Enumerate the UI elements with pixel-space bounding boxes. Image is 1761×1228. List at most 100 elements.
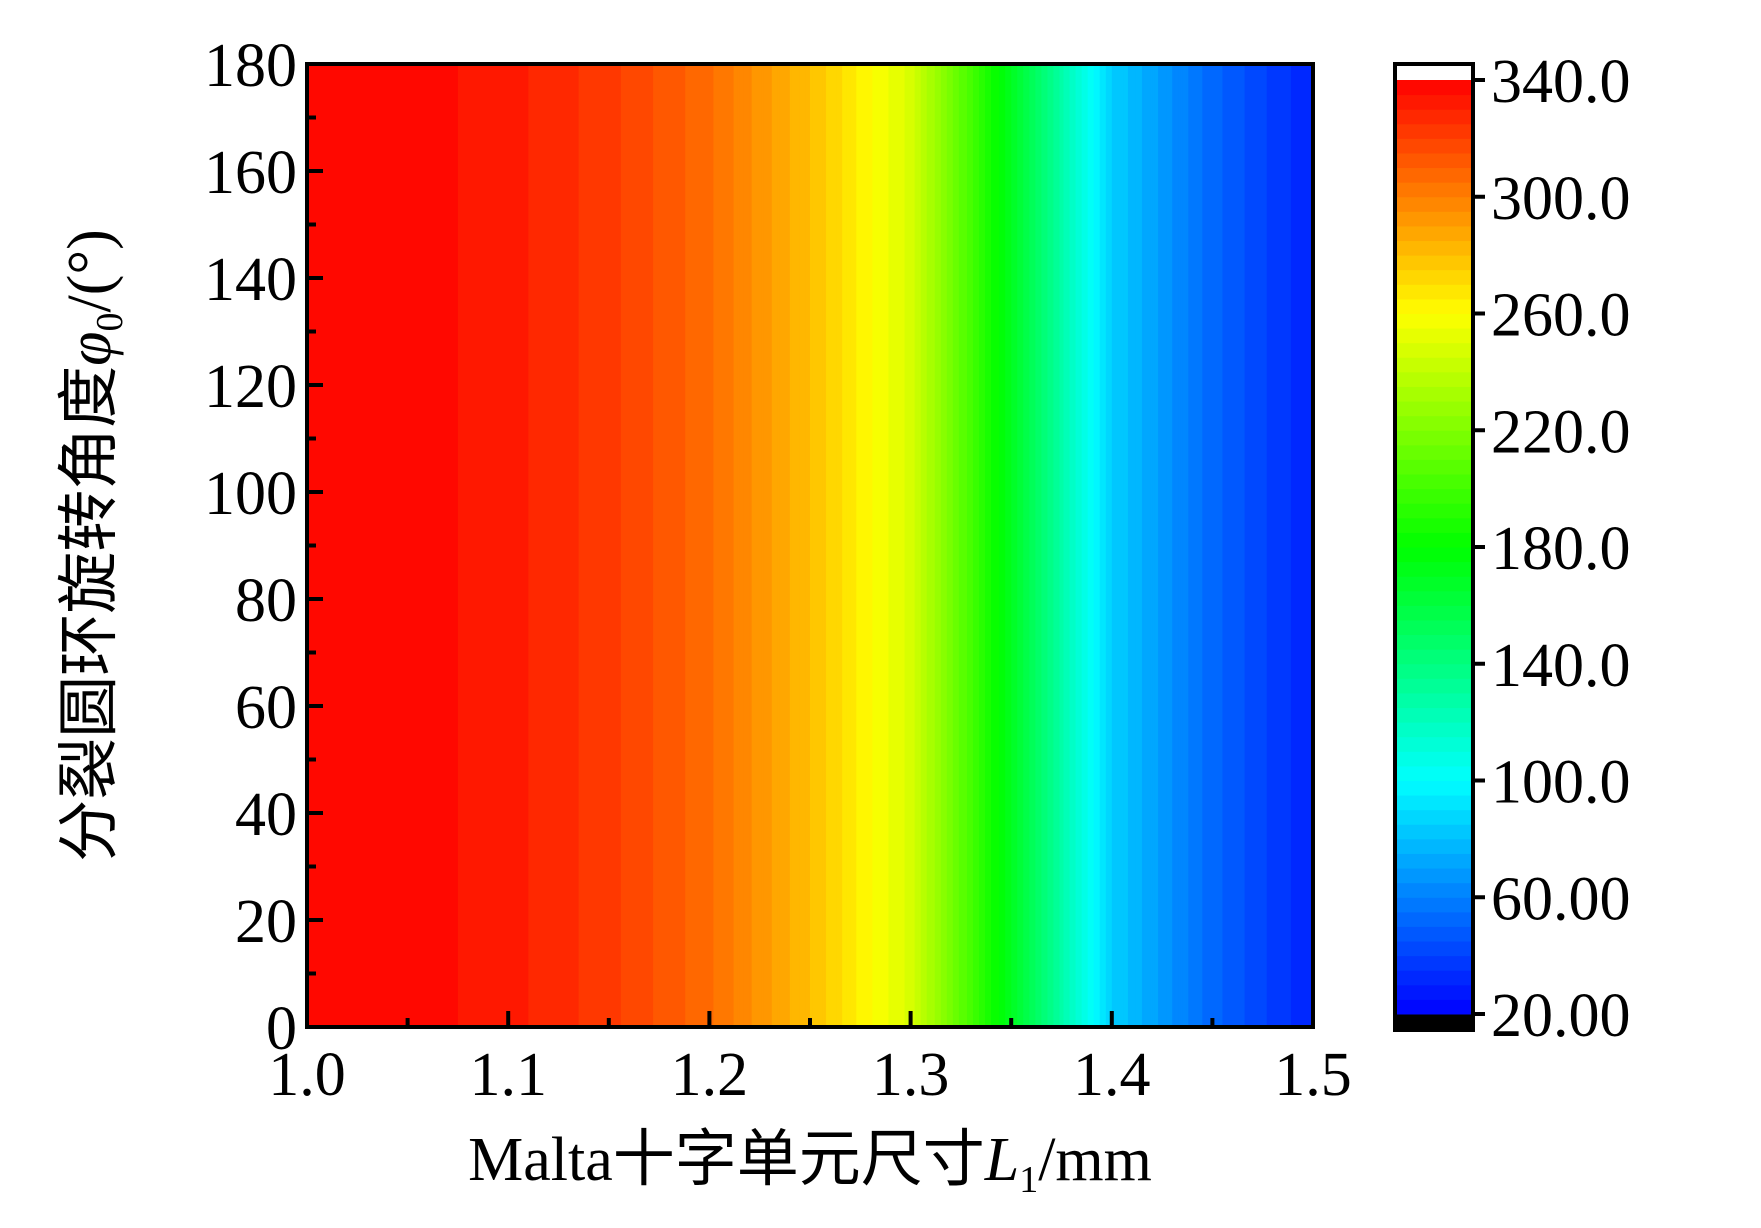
contour-band bbox=[558, 64, 562, 1027]
contour-band bbox=[673, 64, 676, 1027]
x-tick-label: 1.3 bbox=[872, 1041, 950, 1109]
contour-band bbox=[1107, 64, 1111, 1027]
contour-band bbox=[840, 64, 843, 1027]
contour-band bbox=[1075, 64, 1079, 1027]
contour-band bbox=[1017, 64, 1020, 1027]
contour-band bbox=[1172, 64, 1175, 1027]
contour-band bbox=[1077, 64, 1081, 1027]
colorbar-band bbox=[1395, 415, 1473, 431]
contour-band bbox=[1117, 64, 1121, 1027]
contour-band bbox=[608, 64, 612, 1027]
contour-band bbox=[1174, 64, 1177, 1027]
contour-band bbox=[775, 64, 779, 1027]
contour-band bbox=[586, 64, 590, 1027]
colorbar-band bbox=[1395, 182, 1473, 198]
contour-band bbox=[795, 64, 799, 1027]
contour-band bbox=[467, 64, 471, 1027]
contour-band bbox=[345, 64, 348, 1027]
contour-band bbox=[1045, 64, 1049, 1027]
contour-band bbox=[759, 64, 763, 1027]
contour-band bbox=[878, 64, 882, 1027]
contour-band bbox=[848, 64, 851, 1027]
contour-band bbox=[950, 64, 954, 1027]
contour-band bbox=[753, 64, 757, 1027]
y-axis-title-sub: 0 bbox=[89, 312, 131, 331]
contour-band bbox=[995, 64, 998, 1027]
y-axis-title: 分裂圆环旋转角度φ0/(°) bbox=[56, 229, 131, 862]
contour-band bbox=[367, 64, 370, 1027]
contour-band bbox=[717, 64, 721, 1027]
contour-band bbox=[1158, 64, 1161, 1027]
colorbar-band bbox=[1395, 634, 1473, 650]
contour-band bbox=[1270, 64, 1274, 1027]
contour-band bbox=[1013, 64, 1016, 1027]
contour-band bbox=[1200, 64, 1203, 1027]
contour-band bbox=[814, 64, 817, 1027]
contour-band bbox=[482, 64, 485, 1027]
contour-band bbox=[1194, 64, 1197, 1027]
contour-band bbox=[721, 64, 725, 1027]
contour-band bbox=[457, 64, 461, 1027]
colorbar-band bbox=[1395, 94, 1473, 110]
contour-band bbox=[1162, 64, 1165, 1027]
contour-band bbox=[528, 64, 531, 1027]
colorbar-band bbox=[1395, 459, 1473, 475]
contour-band bbox=[661, 64, 664, 1027]
colorbar-band bbox=[1395, 868, 1473, 884]
contour-band bbox=[321, 64, 324, 1027]
contour-band bbox=[1139, 64, 1143, 1027]
contour-band bbox=[1071, 64, 1075, 1027]
contour-band bbox=[604, 64, 608, 1027]
colorbar-band bbox=[1395, 109, 1473, 125]
contour-band bbox=[1288, 64, 1292, 1027]
contour-band bbox=[327, 64, 330, 1027]
contour-band bbox=[371, 64, 374, 1027]
contour-band bbox=[783, 64, 787, 1027]
contour-band bbox=[938, 64, 942, 1027]
contour-band bbox=[610, 64, 614, 1027]
contour-band bbox=[1039, 64, 1042, 1027]
colorbar-band bbox=[1395, 532, 1473, 548]
contour-band bbox=[914, 64, 918, 1027]
contour-band bbox=[1226, 64, 1230, 1027]
contour-band bbox=[1041, 64, 1044, 1027]
contour-band bbox=[659, 64, 662, 1027]
contour-band bbox=[349, 64, 352, 1027]
contour-band bbox=[1246, 64, 1250, 1027]
colorbar-band bbox=[1395, 736, 1473, 752]
contour-band bbox=[916, 64, 920, 1027]
contour-band bbox=[1302, 64, 1306, 1027]
contour-band bbox=[1007, 64, 1010, 1027]
contour-band bbox=[1290, 64, 1294, 1027]
contour-band bbox=[445, 64, 449, 1027]
contour-band bbox=[1047, 64, 1051, 1027]
contour-band bbox=[1212, 64, 1216, 1027]
contour-band bbox=[1103, 64, 1107, 1027]
contour-band bbox=[1306, 64, 1310, 1027]
contour-band bbox=[1170, 64, 1173, 1027]
contour-band bbox=[443, 64, 447, 1027]
contour-band bbox=[868, 64, 871, 1027]
contour-band bbox=[556, 64, 560, 1027]
contour-band bbox=[1264, 64, 1268, 1027]
contour-band bbox=[1276, 64, 1280, 1027]
contour-band bbox=[532, 64, 535, 1027]
contour-band bbox=[749, 64, 753, 1027]
contour-band bbox=[1240, 64, 1244, 1027]
contour-band bbox=[1097, 64, 1101, 1027]
colorbar-band bbox=[1395, 342, 1473, 358]
contour-band bbox=[1206, 64, 1209, 1027]
contour-band bbox=[974, 64, 978, 1027]
colorbar-band bbox=[1395, 780, 1473, 796]
contour-band bbox=[494, 64, 497, 1027]
contour-band bbox=[675, 64, 678, 1027]
contour-band bbox=[880, 64, 884, 1027]
contour-band bbox=[1146, 64, 1149, 1027]
colorbar-band bbox=[1395, 211, 1473, 227]
contour-band bbox=[846, 64, 849, 1027]
contour-band bbox=[1043, 64, 1046, 1027]
colorbar-band bbox=[1395, 911, 1473, 927]
contour-band bbox=[797, 64, 801, 1027]
contour-band bbox=[731, 64, 735, 1027]
